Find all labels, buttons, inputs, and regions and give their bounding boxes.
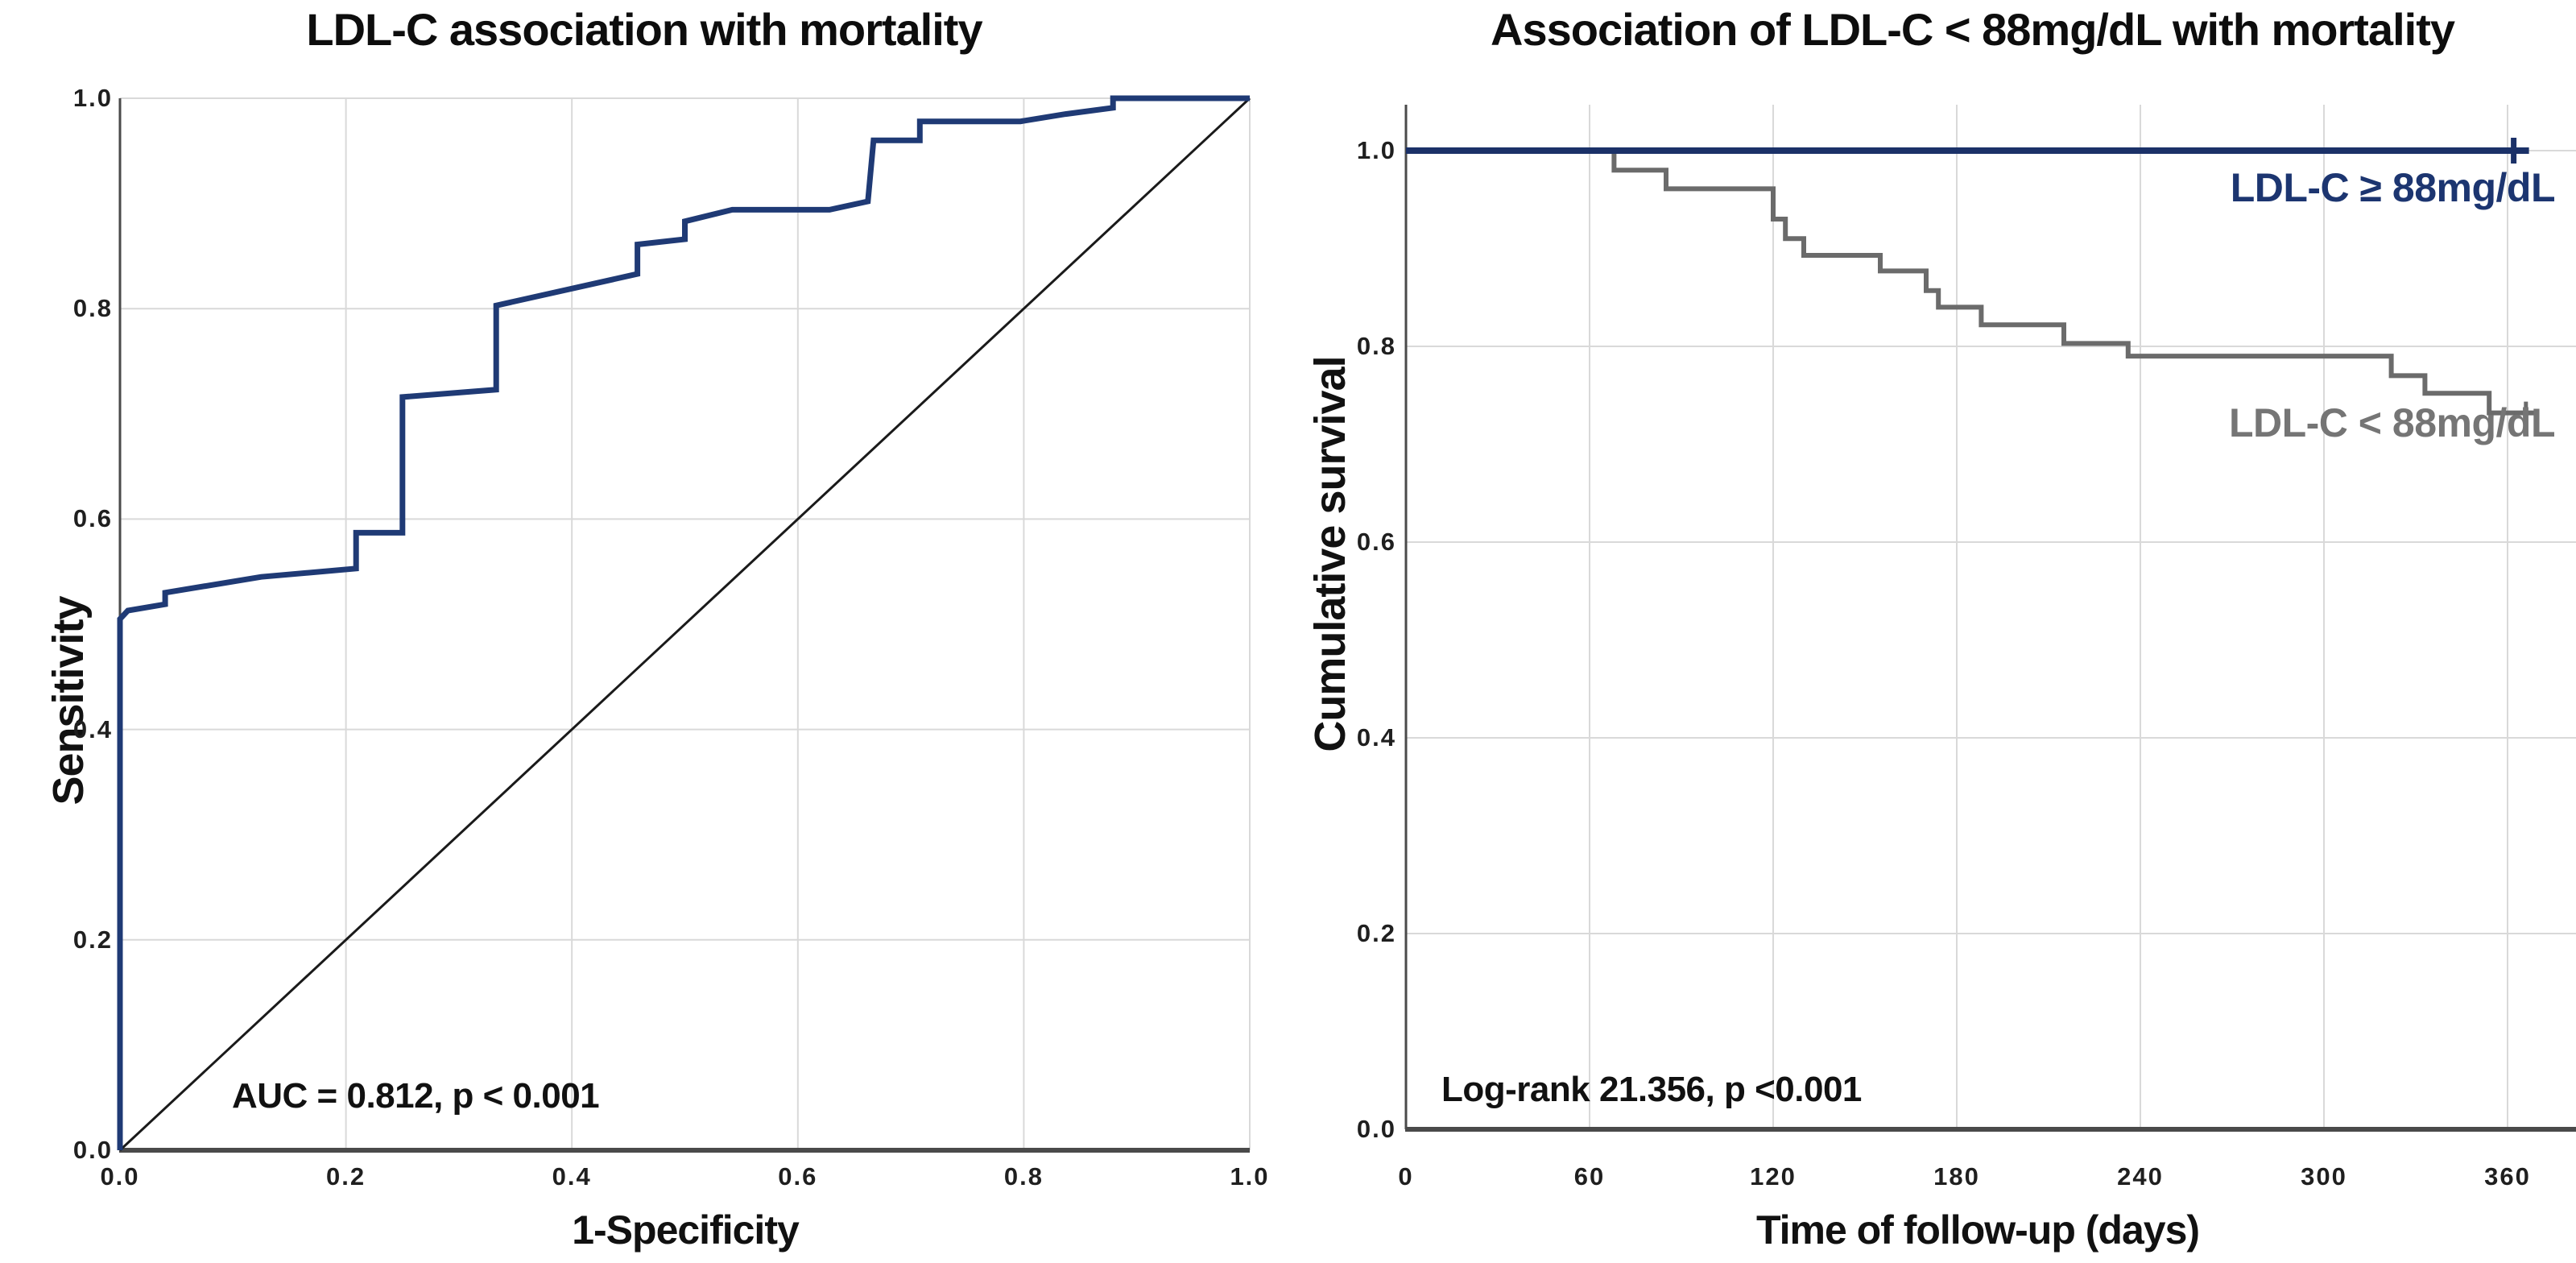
km-x-tick-label: 60 [1573, 1162, 1606, 1191]
km-x-axis-label: Time of follow-up (days) [1755, 1207, 2200, 1253]
roc-x-tick-label: 0.4 [552, 1162, 592, 1191]
km-y-tick-label: 0.4 [1356, 723, 1396, 752]
roc-series-0-line [117, 95, 1250, 1150]
roc-x-tick-label: 0.6 [778, 1162, 818, 1191]
roc-y-tick-label: 1.0 [72, 84, 113, 112]
roc-y-axis-label: Sensitivity [44, 596, 93, 805]
roc-x-tick-label: 0.2 [326, 1162, 366, 1191]
legend-label-ldl-high: LDL-C ≥ 88mg/dL [2230, 165, 2556, 210]
roc-x-tick-label: 0.8 [1003, 1162, 1044, 1191]
roc-x-tick-label: 1.0 [1230, 1162, 1270, 1191]
km-x-tick-label: 240 [2117, 1162, 2164, 1191]
km-x-tick-label: 120 [1750, 1162, 1797, 1191]
km-y-tick-label: 0.2 [1356, 919, 1396, 947]
roc-y-tick-label: 0.6 [72, 504, 113, 533]
roc-series-1-line [118, 97, 1251, 1152]
km-y-tick-label: 0.8 [1356, 332, 1396, 360]
km-series-1-line [1406, 148, 2538, 416]
roc-y-tick-label: 0.8 [72, 294, 113, 323]
km-chart-title: Association of LDL-C < 88mg/dL with mort… [1491, 4, 2455, 55]
km-y-tick-label: 0.6 [1356, 528, 1396, 556]
km-y-tick-label: 1.0 [1356, 136, 1396, 164]
roc-y-tick-label: 0.2 [72, 925, 113, 954]
km-logrank-annotation: Log-rank 21.356, p <0.001 [1441, 1070, 1862, 1109]
roc-x-tick-label: 0.0 [100, 1162, 140, 1191]
legend-label-ldl-low: LDL-C < 88mg/dL [2228, 400, 2556, 445]
km-x-tick-label: 360 [2484, 1162, 2531, 1191]
roc-chart-title: LDL-C association with mortality [306, 4, 982, 55]
roc-y-tick-label: 0.4 [72, 714, 113, 743]
km-x-tick-label: 180 [1933, 1162, 1980, 1191]
roc-y-tick-label: 0.0 [72, 1136, 113, 1164]
km-x-tick-label: 300 [2301, 1162, 2347, 1191]
km-y-tick-label: 0.0 [1356, 1115, 1396, 1143]
roc-x-axis-label: 1-Specificity [572, 1207, 800, 1253]
km-x-tick-label: 0 [1398, 1162, 1414, 1191]
roc-auc-annotation: AUC = 0.812, p < 0.001 [232, 1076, 600, 1116]
